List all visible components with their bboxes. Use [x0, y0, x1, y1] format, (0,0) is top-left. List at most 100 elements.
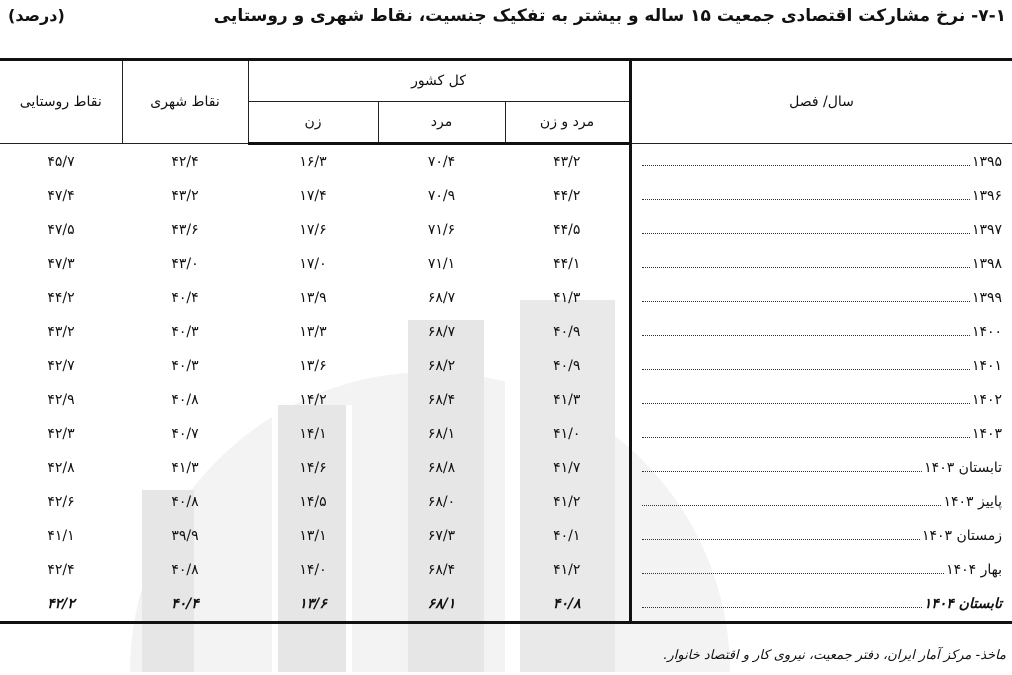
year-label: ۱۴۰۳: [971, 426, 1003, 442]
cell-female: ۱۴/۶: [299, 460, 327, 476]
cell-year: ۱۳۹۶: [628, 179, 1012, 213]
cell-rural: ۴۷/۴: [47, 188, 75, 204]
table-row: ۱۳۹۷ ۴۴/۵ ۷۱/۶ ۱۷/۶ ۴۳/۶ ۴۷/۵: [0, 213, 1012, 247]
year-label: پاییز ۱۴۰۳: [943, 494, 1003, 510]
table-row: ۱۴۰۱ ۴۰/۹ ۶۸/۲ ۱۳/۶ ۴۰/۳ ۴۲/۷: [0, 349, 1012, 383]
cell-both: ۴۰/۹: [553, 324, 581, 340]
year-label: ۱۳۹۶: [971, 188, 1003, 204]
year-label: ۱۳۹۸: [971, 256, 1003, 272]
cell-year: تابستان ۱۴۰۳: [628, 451, 1012, 485]
cell-year: ۱۳۹۷: [628, 213, 1012, 247]
cell-both: ۴۰/۸: [505, 587, 631, 624]
cell-rural: ۴۲/۷: [47, 358, 75, 374]
cell-female: ۱۴/۰: [299, 562, 327, 578]
table-row: پاییز ۱۴۰۳ ۴۱/۲ ۶۸/۰ ۱۴/۵ ۴۰/۸ ۴۲/۶: [0, 485, 1012, 519]
year-label: تابستان ۱۴۰۴: [923, 596, 1003, 612]
cell-female: ۱۷/۰: [299, 256, 327, 272]
cell-rural: ۴۳/۲: [47, 324, 75, 340]
cell-rural: ۴۵/۷: [47, 153, 75, 170]
header-rural: نقاط روستایی: [0, 58, 123, 144]
cell-both: ۴۰/۱: [553, 528, 581, 544]
year-label: ۱۳۹۵: [971, 153, 1003, 170]
header-total: کل کشور: [247, 58, 631, 102]
cell-both: ۴۱/۲: [553, 494, 581, 510]
cell-male: ۶۸/۲: [427, 358, 456, 374]
cell-urban: ۴۰/۳: [171, 324, 199, 340]
cell-female: ۱۳/۹: [299, 290, 327, 306]
year-label: ۱۳۹۷: [971, 222, 1003, 238]
dot-leader: [641, 232, 970, 234]
header-male: مرد: [377, 101, 506, 145]
cell-urban: ۴۳/۰: [171, 256, 199, 272]
cell-rural: ۴۲/۴: [47, 562, 75, 578]
cell-female: ۱۴/۱: [299, 426, 327, 442]
cell-urban: ۳۹/۹: [171, 528, 199, 544]
dot-leader: [641, 164, 970, 166]
cell-urban: ۴۳/۶: [171, 222, 199, 238]
cell-female: ۱۴/۵: [299, 494, 327, 510]
cell-year: ۱۴۰۰: [628, 315, 1012, 349]
cell-urban: ۴۰/۸: [171, 562, 199, 578]
year-label: ۱۴۰۲: [971, 392, 1003, 408]
cell-both: ۴۱/۰: [553, 426, 581, 442]
source-note: ماخذ- مرکز آمار ایران، دفتر جمعیت، نیروی…: [663, 648, 1006, 663]
table-row: تابستان ۱۴۰۳ ۴۱/۷ ۶۸/۸ ۱۴/۶ ۴۱/۳ ۴۲/۸: [0, 451, 1012, 485]
cell-female: ۱۳/۶: [248, 587, 379, 624]
cell-both: ۴۳/۲: [553, 154, 581, 170]
cell-both: ۴۱/۳: [553, 392, 581, 408]
cell-rural: ۴۲/۲: [0, 587, 122, 624]
table-row: ۱۳۹۸ ۴۴/۱ ۷۱/۱ ۱۷/۰ ۴۳/۰ ۴۷/۳: [0, 247, 1012, 281]
cell-female: ۱۷/۶: [299, 222, 327, 238]
cell-year: ۱۴۰۲: [628, 383, 1012, 417]
year-label: ۱۴۰۰: [971, 324, 1003, 340]
header-urban: نقاط شهری: [121, 58, 249, 144]
dot-leader: [641, 334, 970, 336]
cell-female: ۱۳/۱: [299, 528, 327, 544]
year-label: ۱۴۰۱: [971, 358, 1003, 374]
year-label: بهار ۱۴۰۴: [946, 562, 1003, 578]
header-both: مرد و زن: [504, 101, 631, 145]
cell-year: زمستان ۱۴۰۳: [628, 519, 1012, 553]
dot-leader: [641, 368, 970, 370]
cell-male: ۷۱/۱: [427, 256, 456, 272]
table-row: زمستان ۱۴۰۳ ۴۰/۱ ۶۷/۳ ۱۳/۱ ۳۹/۹ ۴۱/۱: [0, 519, 1012, 553]
cell-both: ۴۱/۳: [553, 290, 581, 306]
cell-both: ۴۴/۲: [553, 188, 581, 204]
cell-urban: ۴۲/۴: [171, 153, 199, 170]
cell-male: ۶۸/۴: [427, 392, 456, 408]
cell-year: ۱۳۹۵: [628, 143, 1012, 179]
table-title: ۷-۱- نرخ مشارکت اقتصادی جمعیت ۱۵ ساله و …: [213, 6, 1006, 26]
cell-urban: ۴۱/۳: [171, 460, 199, 476]
dot-leader: [641, 606, 922, 608]
cell-year: تابستان ۱۴۰۴: [628, 587, 1012, 624]
dot-leader: [641, 300, 970, 302]
table-row: ۱۴۰۰ ۴۰/۹ ۶۸/۷ ۱۳/۳ ۴۰/۳ ۴۳/۲: [0, 315, 1012, 349]
cell-male: ۷۰/۹: [427, 188, 456, 204]
year-label: زمستان ۱۴۰۳: [921, 528, 1003, 544]
cell-urban: ۴۰/۴: [122, 587, 248, 624]
cell-both: ۴۴/۵: [553, 222, 581, 238]
cell-rural: ۴۲/۸: [47, 460, 75, 476]
cell-urban: ۴۰/۸: [171, 494, 199, 510]
header-year: سال/ فصل: [628, 58, 1012, 144]
cell-both: ۴۱/۲: [553, 562, 581, 578]
cell-year: ۱۳۹۸: [628, 247, 1012, 281]
cell-both: ۴۱/۷: [553, 460, 581, 476]
cell-male: ۶۸/۷: [427, 290, 456, 306]
table-row: تابستان ۱۴۰۴ ۴۰/۸ ۶۸/۱ ۱۳/۶ ۴۰/۴ ۴۲/۲: [0, 587, 1012, 624]
dot-leader: [641, 266, 970, 268]
year-label: ۱۳۹۹: [971, 290, 1003, 306]
cell-male: ۶۸/۰: [427, 494, 456, 510]
table-row: ۱۴۰۲ ۴۱/۳ ۶۸/۴ ۱۴/۲ ۴۰/۸ ۴۲/۹: [0, 383, 1012, 417]
cell-male: ۷۰/۴: [427, 154, 456, 170]
cell-year: ۱۴۰۳: [628, 417, 1012, 451]
dot-leader: [641, 538, 920, 540]
cell-female: ۱۳/۶: [299, 358, 327, 374]
cell-male: ۶۸/۱: [378, 587, 506, 624]
dot-leader: [641, 436, 970, 438]
cell-male: ۶۸/۴: [427, 562, 456, 578]
cell-urban: ۴۰/۴: [171, 290, 199, 306]
dot-leader: [641, 470, 923, 472]
cell-urban: ۴۰/۸: [171, 392, 199, 408]
cell-female: ۱۶/۳: [299, 154, 327, 170]
